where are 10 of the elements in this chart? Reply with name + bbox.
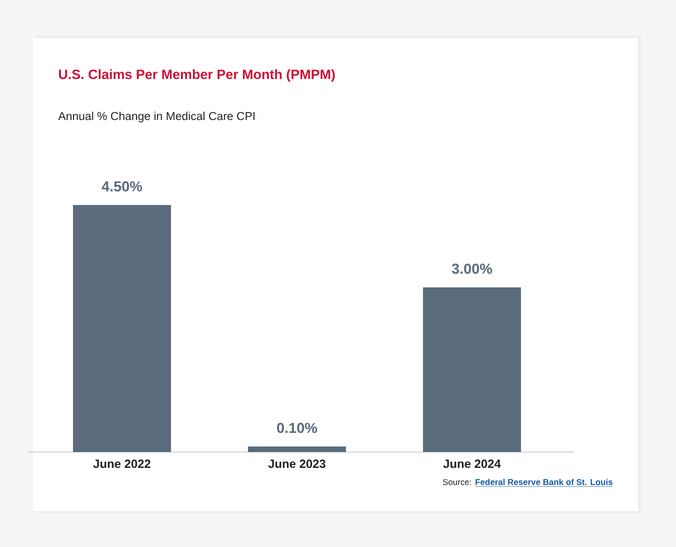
x-tick-label: June 2024 — [443, 460, 501, 468]
data-label: 4.50% — [102, 181, 142, 192]
text: Federal Reserve Bank of St. Louis — [476, 478, 612, 486]
data-label: 3.00% — [452, 264, 492, 274]
chart-title: U.S. Claims Per Member Per Month (PMPM) — [59, 69, 335, 82]
data-label: 0.10% — [277, 422, 318, 434]
chart-subtitle: Annual % Change in Medical Care CPI — [58, 112, 255, 122]
x-tick-label: June 2023 — [268, 460, 326, 468]
x-tick-label: June 2022 — [93, 460, 150, 468]
source-note: Source: — [442, 479, 471, 486]
